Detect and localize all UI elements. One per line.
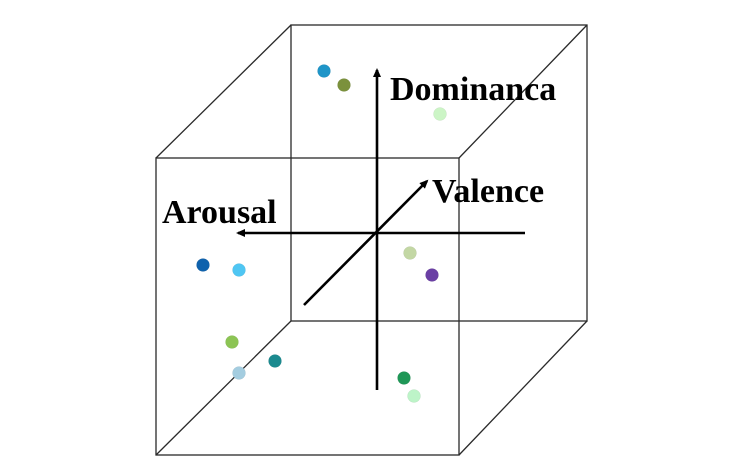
data-point: [268, 354, 282, 368]
data-points: [196, 64, 447, 403]
data-point: [225, 335, 239, 349]
data-point: [403, 246, 417, 260]
data-point: [232, 263, 246, 277]
data-point: [337, 78, 351, 92]
dominance-label: Dominanca: [390, 71, 556, 108]
data-point: [425, 268, 439, 282]
cube-front-face: [155, 157, 460, 456]
data-point: [196, 258, 210, 272]
valence-label: Valence: [432, 173, 544, 210]
data-point: [397, 371, 411, 385]
arousal-label: Arousal: [162, 194, 277, 231]
valence-axis: [303, 179, 429, 306]
data-point: [232, 366, 246, 380]
axes: [236, 68, 525, 390]
data-point: [317, 64, 331, 78]
cube-back-face: [290, 24, 588, 322]
data-point: [407, 389, 421, 403]
data-point: [433, 107, 447, 121]
cube-depth-edges: [155, 24, 588, 456]
